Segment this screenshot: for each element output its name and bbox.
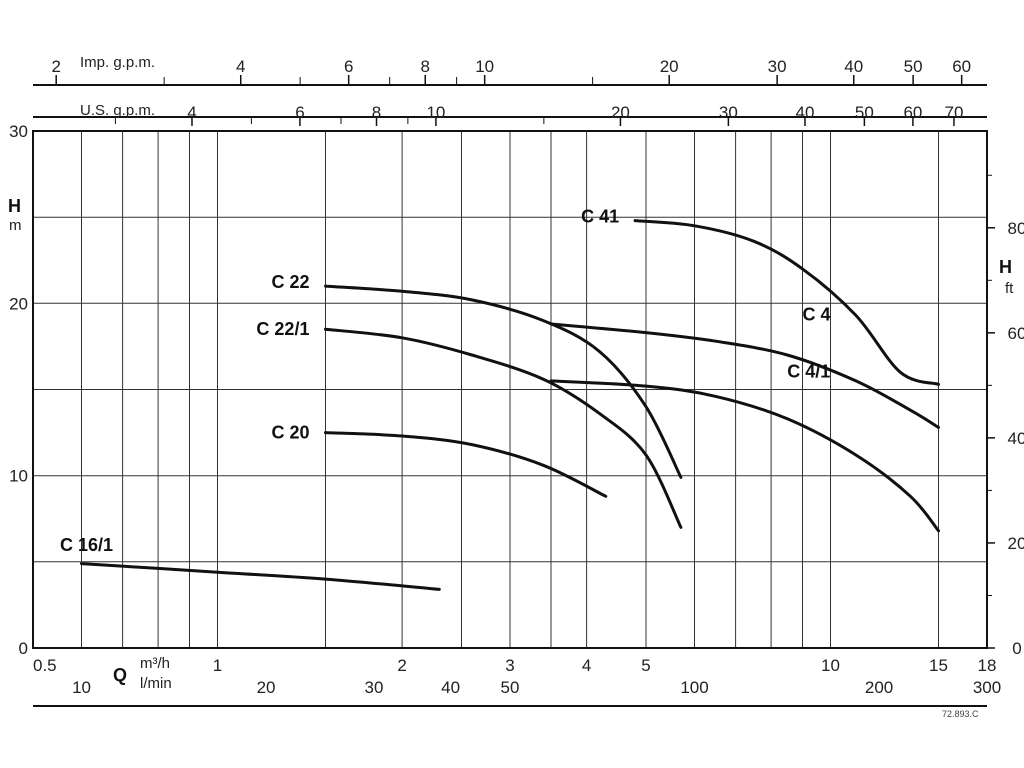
x-tick-label-lmin: 50 xyxy=(501,678,520,697)
plot-area: C 16/1 C 20 C 22/1 C 22 C 41 C 4 C 4/1 xyxy=(32,130,988,649)
right-axis-title: H xyxy=(999,257,1012,277)
imp-tick-label: 20 xyxy=(660,57,679,76)
imp-tick-label: 8 xyxy=(421,57,430,76)
lmin-unit-label: l/min xyxy=(140,675,172,692)
x-tick-label-lmin: 40 xyxy=(441,678,460,697)
x-tick-label-lmin: 30 xyxy=(365,678,384,697)
y-tick-label-ft: 40 xyxy=(1008,429,1024,448)
imp-tick-label: 4 xyxy=(236,57,245,76)
right-tick-labels: 0 20 40 60 80 xyxy=(987,174,1024,658)
imp-tick-label: 60 xyxy=(952,57,971,76)
curve-c-4 xyxy=(549,322,940,429)
us-tick-label: 30 xyxy=(719,103,738,122)
y-tick-label-m: 10 xyxy=(9,467,28,486)
left-axis-title: H xyxy=(8,196,21,216)
x-tick-label-lmin: 100 xyxy=(680,678,708,697)
us-tick-label: 60 xyxy=(903,103,922,122)
m3h-unit-label: m³/h xyxy=(140,655,170,672)
top-scales: Imp. g.p.m. U.S. g.p.m. 2 4 6 8 10 20 30 40 50 60… xyxy=(33,54,987,126)
x-tick-label-m3h: 1 xyxy=(213,656,222,675)
y-tick-label-m: 30 xyxy=(9,122,28,141)
curves xyxy=(80,219,940,591)
curve-c-4-1 xyxy=(549,379,940,533)
x-tick-label-m3h: 4 xyxy=(582,656,591,675)
curve-c-20 xyxy=(324,431,608,498)
x-tick-label-m3h: 15 xyxy=(929,656,948,675)
y-tick-label-m: 0 xyxy=(19,639,28,658)
x-tick-label-m3h: 18 xyxy=(978,656,997,675)
left-axis-unit: m xyxy=(9,217,22,234)
us-tick-label: 20 xyxy=(611,103,630,122)
x-tick-label-m3h: 3 xyxy=(505,656,514,675)
curve-label-c-16-1: C 16/1 xyxy=(60,535,113,555)
y-tick-label-ft: 60 xyxy=(1008,324,1024,343)
grid-lines xyxy=(32,131,987,648)
curve-label-c-41: C 41 xyxy=(581,207,619,227)
us-tick-label: 50 xyxy=(855,103,874,122)
q-axis-symbol: Q xyxy=(113,665,127,685)
us-tick-label: 40 xyxy=(796,103,815,122)
y-tick-label-m: 20 xyxy=(9,294,28,313)
curve-label-c-22: C 22 xyxy=(271,272,309,292)
x-tick-label-lmin: 20 xyxy=(257,678,276,697)
curve-label-c-22-1: C 22/1 xyxy=(256,319,309,339)
imp-tick-label: 40 xyxy=(844,57,863,76)
us-gpm-ticks: 4 6 8 10 20 30 40 50 60 70 xyxy=(114,103,963,126)
x-tick-label-lmin: 300 xyxy=(973,678,1001,697)
curve-labels: C 16/1 C 20 C 22/1 C 22 C 41 C 4 C 4/1 xyxy=(60,207,830,555)
curve-label-c-4-1: C 4/1 xyxy=(787,361,830,381)
left-tick-labels: 0 10 20 30 xyxy=(9,122,28,658)
us-tick-label: 6 xyxy=(295,103,304,122)
us-gpm-label: U.S. g.p.m. xyxy=(80,102,155,119)
x-tick-label-lmin: 10 xyxy=(72,678,91,697)
curve-c-41 xyxy=(633,219,940,386)
x-tick-label-m3h: 5 xyxy=(641,656,650,675)
imp-gpm-ticks: 2 4 6 8 10 20 30 40 50 60 xyxy=(51,57,971,85)
figure-code: 72.893.C xyxy=(942,709,979,719)
curve-c-22 xyxy=(324,284,683,479)
imp-tick-label: 50 xyxy=(904,57,923,76)
curve-label-c-20: C 20 xyxy=(271,423,309,443)
right-axis-unit: ft xyxy=(1005,280,1014,297)
x-tick-label-m3h: 2 xyxy=(397,656,406,675)
curve-label-c-4: C 4 xyxy=(802,305,830,325)
left-axis: 0 10 20 30 H m xyxy=(8,122,28,658)
m3h-tick-labels: 0.5 1 2 3 4 5 10 15 18 xyxy=(33,656,996,675)
curve-c-16-1 xyxy=(80,562,441,591)
curve-c-22-1 xyxy=(324,327,683,529)
plot-frame xyxy=(32,130,988,649)
imp-tick-label: 30 xyxy=(768,57,787,76)
lmin-tick-labels: 10 20 30 40 50 100 200 300 xyxy=(72,678,1001,697)
x-tick-label-m3h: 10 xyxy=(821,656,840,675)
y-tick-label-ft: 20 xyxy=(1008,534,1024,553)
imp-tick-label: 2 xyxy=(51,57,60,76)
imp-tick-label: 6 xyxy=(344,57,353,76)
us-tick-label: 8 xyxy=(372,103,381,122)
us-tick-label: 70 xyxy=(944,103,963,122)
y-tick-label-ft: 80 xyxy=(1008,219,1024,238)
imp-gpm-label: Imp. g.p.m. xyxy=(80,54,155,71)
us-tick-label: 10 xyxy=(426,103,445,122)
us-tick-label: 4 xyxy=(187,103,196,122)
imp-tick-label: 10 xyxy=(475,57,494,76)
right-axis: 0 20 40 60 80 H ft xyxy=(987,174,1024,658)
bottom-axis: 0.5 1 2 3 4 5 10 15 18 10 20 30 40 50 100 200 300 Q m³/… xyxy=(33,655,1001,719)
y-tick-label-ft: 0 xyxy=(1012,639,1021,658)
x-tick-label-lmin: 200 xyxy=(865,678,893,697)
x-tick-label-m3h: 0.5 xyxy=(33,656,57,675)
